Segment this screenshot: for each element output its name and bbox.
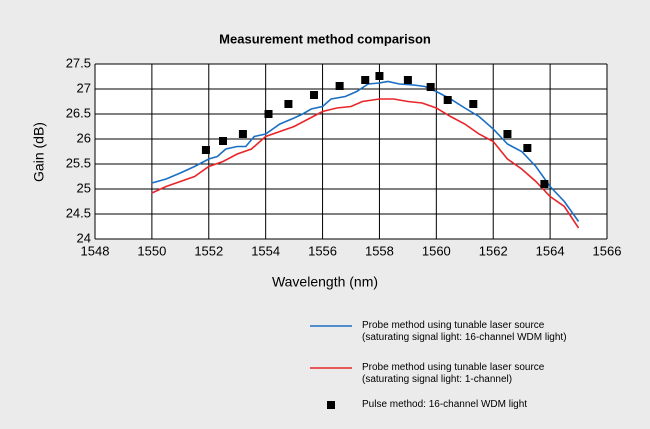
x-tick-label: 1560: [422, 243, 451, 258]
y-tick-label: 27.5: [66, 55, 91, 70]
legend-label: Probe method using tunable laser source …: [362, 362, 545, 385]
scatter-point: [469, 100, 478, 108]
scatter-point: [361, 76, 370, 84]
y-tick-label: 25: [77, 180, 91, 195]
x-tick-label: 1562: [479, 243, 508, 258]
scatter-point: [201, 146, 210, 154]
scatter-point: [310, 91, 319, 99]
x-tick-label: 1556: [308, 243, 337, 258]
x-tick-label: 1558: [365, 243, 394, 258]
x-tick-label: 1548: [81, 243, 110, 258]
legend-label: Pulse method: 16-channel WDM light: [362, 399, 528, 410]
scatter-point: [238, 130, 247, 138]
scatter-point: [403, 76, 412, 84]
y-tick-label: 26: [77, 130, 91, 145]
scatter-point: [426, 83, 435, 91]
x-axis-label: Wavelength (nm): [272, 274, 378, 290]
scatter-point: [219, 137, 227, 145]
x-tick-label: 1552: [194, 243, 223, 258]
scatter-point: [540, 180, 549, 188]
x-tick-label: 1550: [137, 243, 166, 258]
scatter-point: [375, 72, 384, 80]
y-axis-label: Gain (dB): [31, 122, 47, 182]
scatter-point: [523, 144, 532, 152]
y-tick-label: 24: [77, 230, 91, 245]
legend-swatch: [327, 401, 335, 409]
scatter-point: [264, 110, 273, 118]
y-tick-label: 24.5: [66, 205, 91, 220]
scatter-point: [335, 82, 344, 90]
scatter-point: [503, 130, 512, 138]
x-tick-label: 1554: [251, 243, 280, 258]
line-series: [151, 80, 580, 222]
y-tick-label: 25.5: [66, 155, 91, 170]
legend-label: Probe method using tunable laser source …: [362, 320, 567, 343]
x-tick-label: 1566: [593, 243, 622, 258]
scatter-point: [284, 100, 293, 108]
y-tick-label: 26.5: [66, 105, 91, 120]
line-series: [151, 98, 580, 229]
x-tick-label: 1564: [536, 243, 565, 258]
chart-title: Measurement method comparison: [219, 31, 431, 46]
y-tick-label: 27: [77, 80, 91, 95]
scatter-point: [443, 96, 452, 104]
